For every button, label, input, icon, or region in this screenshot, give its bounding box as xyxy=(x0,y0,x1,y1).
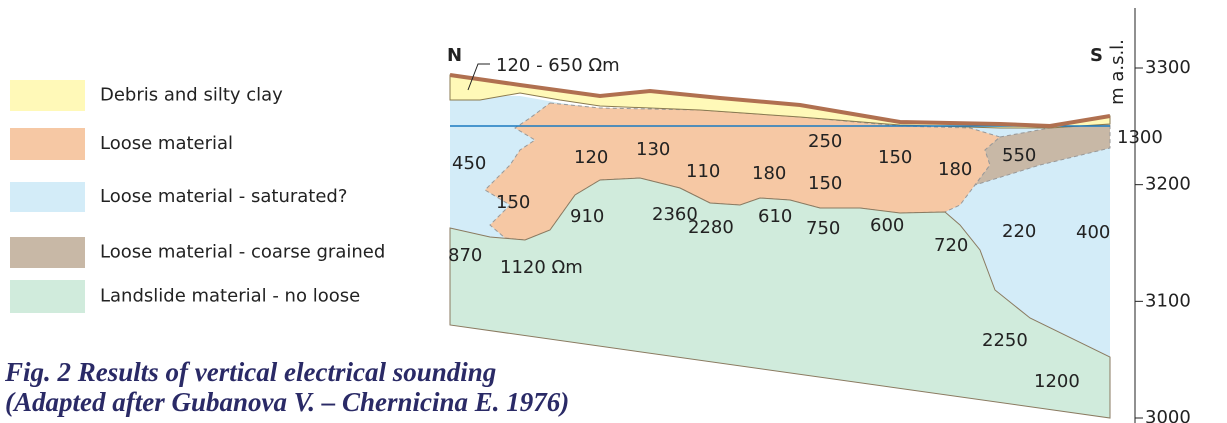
axis-tick-label: 3300 xyxy=(1145,57,1191,78)
figure: Debris and silty clay Loose material Loose… xyxy=(0,0,1227,423)
resistivity-label: 2280 xyxy=(688,217,734,238)
legend-label: Landslide material - no loose xyxy=(100,286,360,307)
resistivity-label: 550 xyxy=(1002,145,1036,166)
caption-line: (Adapted after Gubanova V. – Chernicina … xyxy=(5,387,569,417)
north-label: N xyxy=(447,45,462,66)
resistivity-label: 220 xyxy=(1002,221,1036,242)
resistivity-label: 610 xyxy=(758,206,792,227)
caption-line: Fig. 2 Results of vertical electrical so… xyxy=(4,357,496,387)
legend-label: Debris and silty clay xyxy=(100,85,283,106)
resistivity-label: 1300 xyxy=(1117,127,1163,148)
resistivity-label: 400 xyxy=(1076,222,1110,243)
resistivity-label: 110 xyxy=(686,161,720,182)
resistivity-label: 1200 xyxy=(1034,371,1080,392)
south-label: S xyxy=(1090,45,1103,66)
resistivity-label: 120 xyxy=(574,147,608,168)
resistivity-label: 600 xyxy=(870,215,904,236)
legend-label: Loose material - saturated? xyxy=(100,186,347,207)
resistivity-label: 130 xyxy=(636,139,670,160)
page: Debris and silty clay Loose material Loose… xyxy=(0,0,1227,423)
resistivity-label: 450 xyxy=(452,153,486,174)
resistivity-label: 180 xyxy=(938,159,972,180)
resistivity-label: 750 xyxy=(806,218,840,239)
axis-tick-label: 3000 xyxy=(1145,407,1191,423)
resistivity-label: 870 xyxy=(448,245,482,266)
resistivity-label: 250 xyxy=(808,131,842,152)
resistivity-label: 1120 Ωm xyxy=(500,257,583,278)
resistivity-label: 150 xyxy=(878,147,912,168)
legend-swatch xyxy=(10,80,85,111)
axis-title: m a.s.l. xyxy=(1107,39,1128,105)
legend-label: Loose material xyxy=(100,133,233,154)
resistivity-label: 150 xyxy=(808,173,842,194)
legend-swatch xyxy=(10,237,85,268)
resistivity-label: 150 xyxy=(496,192,530,213)
resistivity-label: 180 xyxy=(752,163,786,184)
resistivity-label: 2250 xyxy=(982,330,1028,351)
axis-tick-label: 3100 xyxy=(1145,290,1191,311)
resistivity-label: 120 - 650 Ωm xyxy=(496,55,620,76)
resistivity-label: 720 xyxy=(934,235,968,256)
legend-swatch xyxy=(10,182,85,212)
axis-tick-label: 3200 xyxy=(1145,174,1191,195)
resistivity-label: 910 xyxy=(570,206,604,227)
legend-label: Loose material - coarse grained xyxy=(100,242,385,263)
legend-swatch xyxy=(10,128,85,160)
legend-swatch xyxy=(10,280,85,313)
